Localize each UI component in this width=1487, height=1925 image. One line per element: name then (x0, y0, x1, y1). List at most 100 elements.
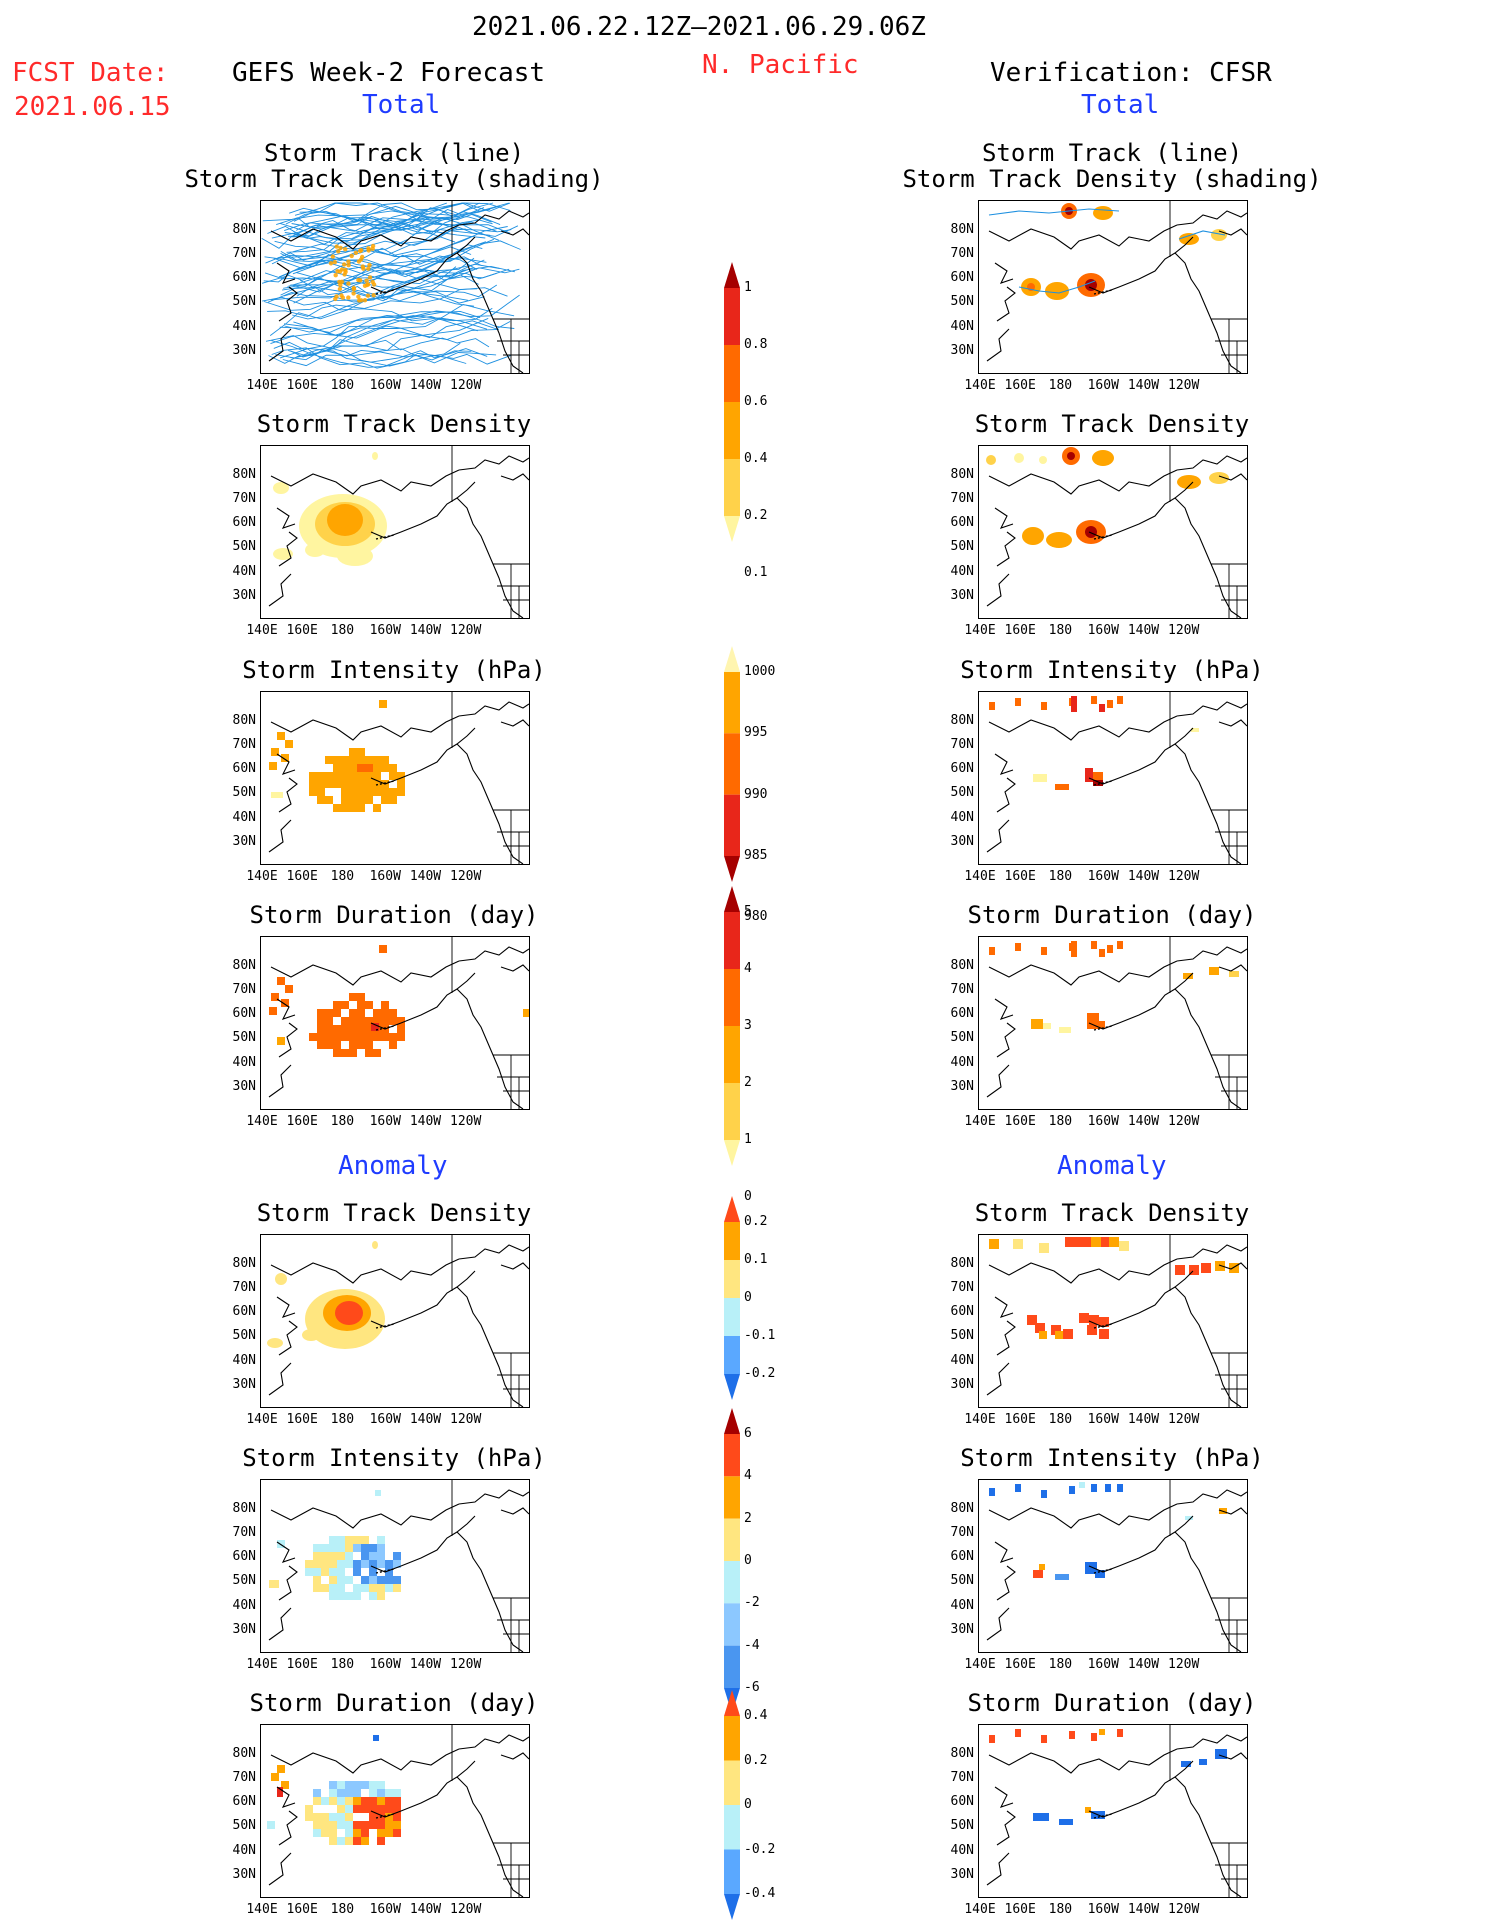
grid-cell (385, 1560, 393, 1568)
forecast-density-map (260, 445, 530, 619)
latitude-tick-label: 40N (232, 563, 256, 579)
density-contour (372, 452, 378, 460)
grid-cell (341, 1001, 349, 1009)
grid-cell (1085, 1562, 1097, 1574)
latitude-tick-label: 70N (950, 982, 974, 998)
storm-track-line (283, 241, 487, 289)
storm-track-line (274, 216, 493, 253)
storm-track-density-dot (342, 262, 347, 267)
aleutian-islands (1093, 1025, 1113, 1031)
grid-cell (1087, 1325, 1097, 1335)
grid-cell (341, 788, 349, 796)
grid-cell (1093, 772, 1103, 780)
coastline (988, 960, 1178, 986)
grid-cell (1079, 1313, 1089, 1323)
latitude-tick-label: 60N (232, 1006, 256, 1022)
grid-cell (989, 947, 995, 955)
colorbar-segment (724, 1518, 740, 1561)
grid-cell (325, 772, 333, 780)
storm-track-density-dot (370, 246, 375, 251)
grid-cell (321, 1813, 329, 1821)
grid-cell (267, 1821, 275, 1829)
coastline (1088, 1760, 1194, 1818)
grid-cell (1117, 1484, 1123, 1492)
grid-cell (989, 702, 995, 710)
coastline (988, 469, 1178, 495)
grid-cell (353, 1544, 361, 1552)
longitude-tick-label: 120W (1168, 378, 1200, 393)
latitude-tick-label: 50N (232, 294, 256, 310)
grid-cell (369, 1560, 377, 1568)
density-anom-colorbar (724, 1196, 740, 1400)
coastline (268, 1064, 292, 1098)
grid-cell (1039, 1331, 1047, 1339)
grid-cell (325, 1009, 333, 1017)
density-contour (1209, 472, 1229, 484)
storm-track-density-dot (366, 282, 371, 287)
grid-cell (341, 780, 349, 788)
grid-cell (349, 764, 357, 772)
longitude-tick-label: 180 (330, 1114, 355, 1129)
coastline (370, 1515, 476, 1573)
grid-cell (361, 1544, 369, 1552)
map-canvas (986, 1480, 1247, 1652)
aleutian-islands (375, 534, 395, 540)
grid-cell (365, 772, 373, 780)
grid-cell (281, 754, 289, 762)
grid-cell (365, 1001, 373, 1009)
grid-cell (1091, 1484, 1097, 1492)
coastline (1210, 809, 1242, 864)
grid-cell (321, 1821, 329, 1829)
grid-cell (989, 1239, 999, 1249)
colorbar-arrow (724, 1196, 740, 1222)
grid-cell (357, 788, 365, 796)
longitude-tick-label: 160W (1087, 623, 1119, 638)
coastline (268, 1607, 292, 1641)
coastline (994, 1541, 1014, 1563)
grid-cell (353, 1829, 361, 1837)
grid-cell (1071, 696, 1077, 704)
aleutian-islands (1093, 1568, 1113, 1574)
colorbar-arrow (724, 1374, 740, 1400)
panel-title: Storm Track Density (256, 410, 532, 438)
grid-cell (313, 1584, 321, 1592)
grid-cell (329, 1837, 337, 1845)
longitude-tick-label: 120W (450, 1114, 482, 1129)
storm-track-density-dot (333, 273, 338, 278)
density-contour (267, 1338, 283, 1348)
panel-title: Storm Intensity (hPa) (242, 1444, 546, 1472)
grid-cell (345, 1544, 353, 1552)
coastline (986, 573, 1010, 607)
grid-cell (389, 1009, 397, 1017)
longitude-tick-label: 140W (1127, 623, 1160, 638)
latitude-tick-label: 80N (950, 222, 974, 238)
grid-cell (1043, 1023, 1051, 1029)
coastline (268, 819, 292, 853)
grid-cell (385, 1797, 393, 1805)
coastline (458, 1734, 529, 1750)
longitude-tick-label: 160W (369, 1114, 401, 1129)
density-contour (1093, 206, 1113, 220)
grid-cell (341, 1033, 349, 1041)
grid-cell (357, 1025, 365, 1033)
intensity-total-colorbar (724, 646, 740, 882)
grid-cell (385, 1584, 393, 1592)
coastline (1174, 497, 1212, 565)
forecast-intensity-map (260, 691, 530, 865)
coastline (1218, 1262, 1247, 1270)
colorbar-tick-label: 0.1 (744, 565, 768, 580)
forecast-track-map (260, 200, 530, 374)
map-canvas (986, 446, 1247, 618)
grid-cell (313, 1829, 321, 1837)
longitude-tick-label: 140W (1127, 1657, 1160, 1672)
latitude-tick-label: 80N (232, 713, 256, 729)
coastline (1210, 563, 1242, 618)
coastline (500, 228, 529, 236)
colorbar-tick-label: 990 (744, 786, 768, 802)
coastline (1176, 210, 1247, 226)
storm-track-density-dot (362, 298, 368, 303)
verification-density-map (978, 445, 1248, 619)
storm-track-density-dot (364, 278, 369, 283)
grid-cell (1033, 1813, 1049, 1821)
latitude-tick-label: 60N (232, 270, 256, 286)
